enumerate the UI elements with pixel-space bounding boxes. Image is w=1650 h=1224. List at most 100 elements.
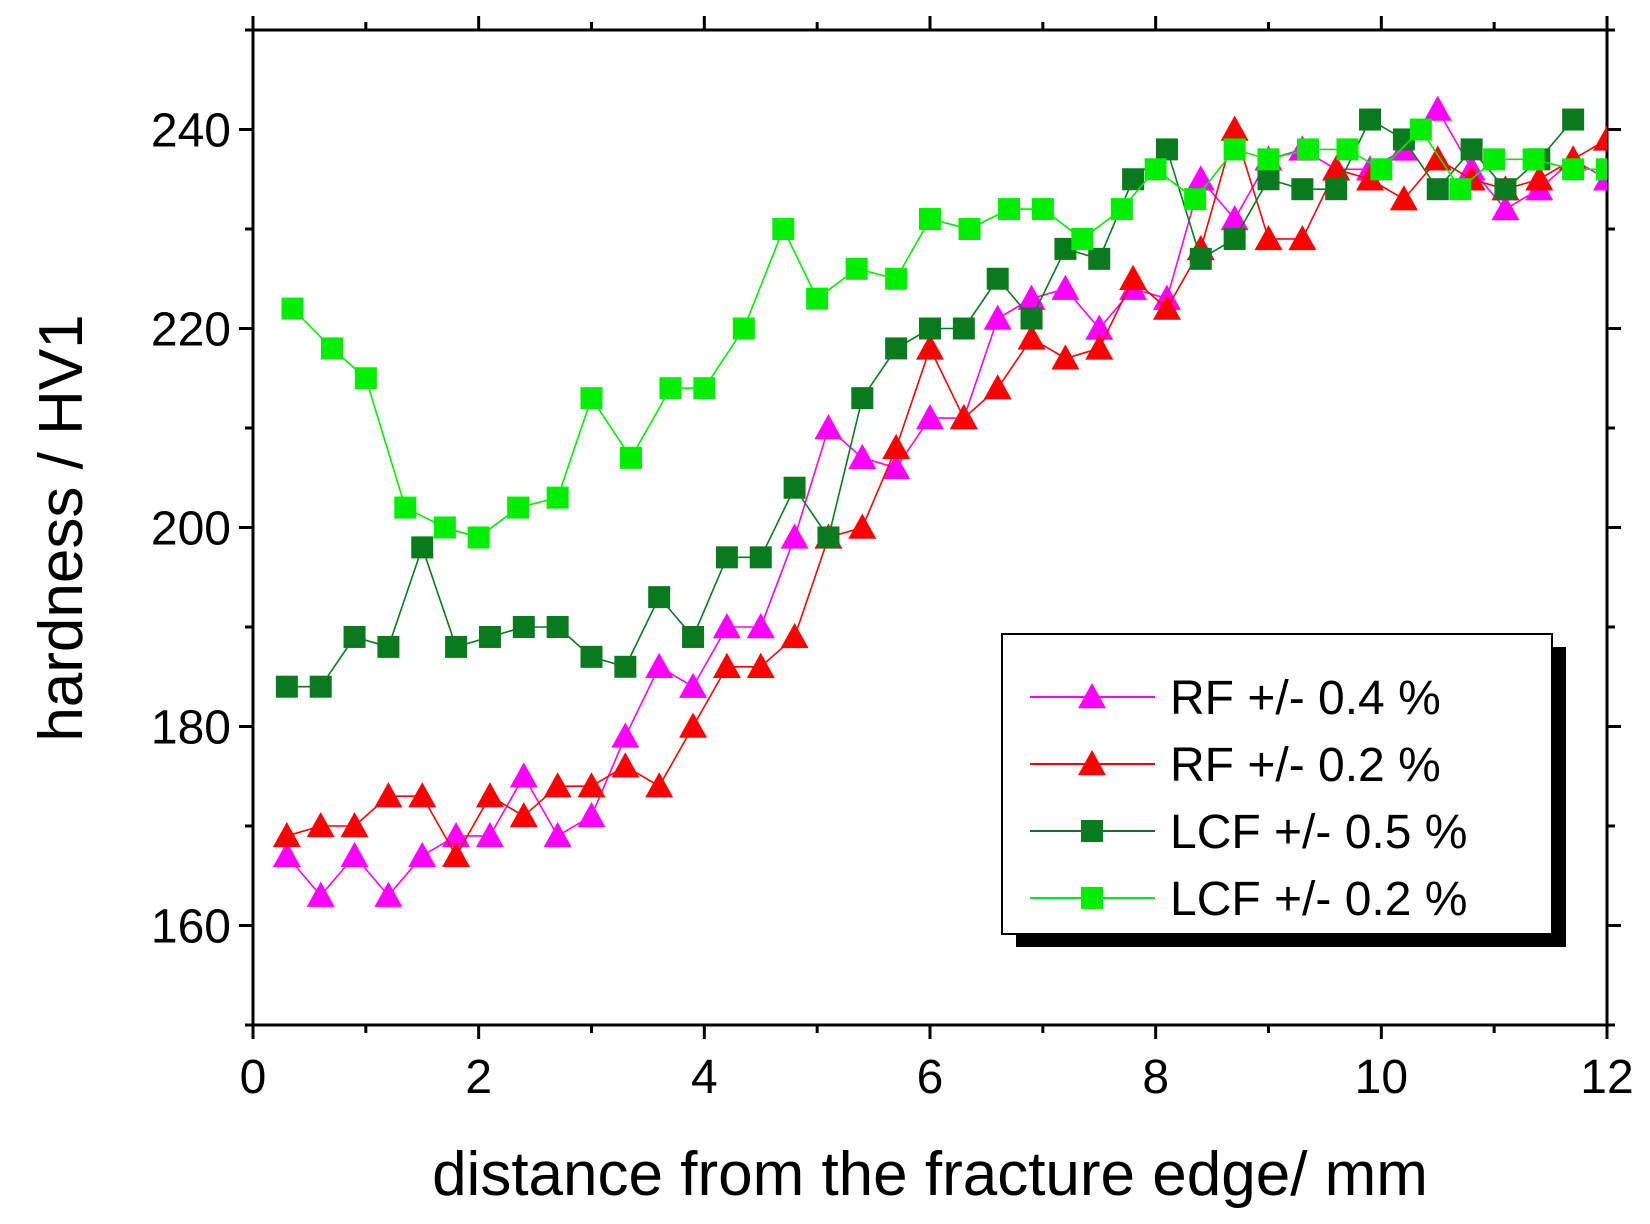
series-layer xyxy=(272,95,1607,907)
data-point xyxy=(851,387,874,410)
data-point xyxy=(772,218,795,240)
data-point xyxy=(507,496,530,519)
series-4 xyxy=(281,118,1607,549)
data-point xyxy=(919,317,941,340)
data-point xyxy=(679,712,708,738)
data-point xyxy=(1085,334,1114,360)
data-point xyxy=(411,536,434,559)
data-point xyxy=(306,812,335,838)
data-point xyxy=(746,652,775,678)
data-point xyxy=(1254,224,1283,251)
data-point xyxy=(1423,95,1452,121)
data-point xyxy=(715,546,738,569)
data-point xyxy=(442,841,471,868)
data-point xyxy=(1494,178,1517,201)
data-point xyxy=(1522,148,1545,171)
y-tick-label: 160 xyxy=(151,901,231,954)
data-point xyxy=(916,404,944,430)
data-point xyxy=(509,762,538,788)
data-point xyxy=(732,317,755,340)
x-tick-label: 6 xyxy=(917,1051,944,1104)
data-point xyxy=(780,523,809,549)
legend-marker xyxy=(1081,887,1103,909)
legend-box xyxy=(1001,633,1553,935)
data-point xyxy=(1562,158,1585,181)
data-point xyxy=(1596,158,1607,181)
data-point xyxy=(1031,198,1054,221)
data-point xyxy=(1257,168,1280,191)
data-point xyxy=(1155,138,1178,161)
data-point xyxy=(1220,205,1249,231)
data-point xyxy=(916,334,944,360)
x-tick-label: 4 xyxy=(691,1051,718,1104)
data-point xyxy=(952,317,975,340)
data-point xyxy=(1562,108,1585,131)
data-point xyxy=(1392,128,1415,151)
data-point xyxy=(1051,344,1080,370)
data-point xyxy=(1054,237,1077,260)
x-tick-label: 12 xyxy=(1580,1051,1633,1104)
legend-item: LCF +/- 0.2 % xyxy=(1030,873,1467,926)
x-tick-label: 10 xyxy=(1355,1051,1408,1104)
legend-label: LCF +/- 0.2 % xyxy=(1170,873,1467,926)
legend-label: RF +/- 0.2 % xyxy=(1170,739,1441,792)
data-point xyxy=(281,297,304,320)
x-axis-title: distance from the fracture edge/ mm xyxy=(432,1140,1428,1209)
data-point xyxy=(1144,158,1167,181)
data-point xyxy=(1223,138,1246,161)
data-point xyxy=(543,821,572,848)
data-point xyxy=(1088,247,1111,270)
data-point xyxy=(885,337,908,360)
data-point xyxy=(780,622,809,649)
data-point xyxy=(275,675,298,698)
data-point xyxy=(814,414,843,440)
data-point xyxy=(433,516,456,539)
data-point xyxy=(614,655,637,678)
data-point xyxy=(309,675,332,698)
data-point xyxy=(648,586,671,609)
data-point xyxy=(1122,168,1145,191)
data-point xyxy=(543,772,572,798)
data-point xyxy=(1423,145,1452,171)
data-point xyxy=(749,546,772,569)
data-point xyxy=(611,752,640,778)
x-tick-label: 2 xyxy=(465,1051,492,1104)
data-point xyxy=(374,881,403,907)
data-point xyxy=(693,377,716,400)
data-point xyxy=(712,613,741,639)
data-point xyxy=(1184,188,1207,211)
data-point xyxy=(1257,148,1280,171)
data-point xyxy=(983,304,1012,330)
data-point xyxy=(882,433,911,460)
data-point xyxy=(1449,178,1472,201)
series-line xyxy=(291,128,1607,539)
data-point xyxy=(1356,165,1385,191)
legend-marker xyxy=(1081,820,1103,842)
data-point xyxy=(645,652,674,678)
data-point xyxy=(1223,227,1246,250)
data-point xyxy=(512,616,535,638)
data-point xyxy=(1220,115,1249,141)
y-tick-label: 180 xyxy=(151,702,231,755)
data-point xyxy=(1593,125,1607,151)
y-axis-title: hardness / HV1 xyxy=(27,314,96,741)
data-point xyxy=(949,404,978,430)
data-point xyxy=(619,446,642,469)
data-point xyxy=(983,374,1012,400)
data-point xyxy=(1460,138,1483,161)
series-line xyxy=(286,118,1574,688)
data-point xyxy=(1017,324,1046,350)
data-point xyxy=(958,218,981,240)
data-point xyxy=(1426,178,1449,201)
data-point xyxy=(272,821,301,848)
data-point xyxy=(377,635,400,658)
data-point xyxy=(1291,178,1314,201)
data-point xyxy=(1152,294,1181,320)
axis-ticks: 0 2 4 6 8 10 12 160 180 200 220 240 xyxy=(151,16,1634,1104)
legend: RF +/- 0.4 % RF +/- 0.2 % LCF +/- 0.5 % LCF… xyxy=(1001,633,1566,947)
data-point xyxy=(1525,165,1554,191)
data-point xyxy=(882,453,911,479)
data-point xyxy=(577,802,606,828)
data-point xyxy=(320,337,343,360)
